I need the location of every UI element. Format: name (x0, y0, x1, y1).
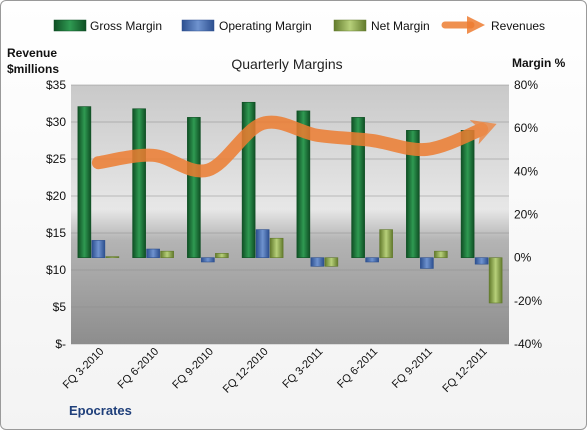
bar-operating-margin-fq-12-2010 (255, 229, 270, 258)
bar-series (77, 101, 503, 304)
left-tick-label: $20 (46, 189, 66, 203)
legend-swatch-revenues (441, 16, 485, 34)
legend-swatch-gross-margin (53, 19, 87, 32)
category-labels: FQ 3-2010 FQ 6-2010 FQ 9-2010 FQ 12-2010 FQ … (61, 346, 490, 396)
legend-swatch-operating-margin (181, 19, 215, 32)
left-tick-label: $35 (46, 78, 66, 92)
left-tick-label: $10 (46, 263, 66, 277)
right-tick-label: 60% (514, 121, 538, 135)
bar-gross-margin-fq-6-2011 (351, 117, 365, 258)
left-axis-title-line2: $millions (7, 62, 59, 76)
bar-gross-margin-fq-9-2010 (187, 117, 201, 258)
bar-net-margin-fq-9-2010 (215, 253, 229, 258)
revenue-series (91, 115, 497, 178)
bar-net-margin-fq-3-2011 (324, 257, 339, 267)
left-tick-label: $15 (46, 226, 66, 240)
category-label-fq-9-2011: FQ 9-2011 (390, 346, 435, 391)
bar-net-margin-fq-12-2010 (269, 237, 284, 258)
bar-operating-margin-fq-9-2010 (201, 257, 215, 263)
bar-operating-margin-fq-6-2011 (365, 257, 379, 263)
bar-net-margin-fq-3-2010 (105, 256, 120, 258)
bar-gross-margin-fq-6-2010 (132, 108, 146, 258)
category-label-fq-12-2011: FQ 12-2011 (440, 346, 489, 395)
legend-label-gross-margin: Gross Margin (90, 19, 162, 33)
right-tick-label: 20% (514, 208, 538, 222)
category-label-fq-12-2010: FQ 12-2010 (221, 346, 271, 396)
category-label-fq-6-2011: FQ 6-2011 (335, 346, 380, 391)
bar-operating-margin-fq-3-2010 (91, 240, 106, 258)
left-tick-label: $30 (46, 115, 66, 129)
bar-net-margin-fq-12-2011 (488, 257, 503, 304)
right-tick-label: 80% (514, 78, 538, 92)
bar-gross-margin-fq-3-2011 (296, 110, 311, 258)
bar-operating-margin-fq-3-2011 (310, 257, 325, 267)
right-axis-title: Margin % (512, 56, 566, 70)
bar-operating-margin-fq-6-2010 (146, 248, 160, 258)
left-axis-ticks: $- $5 $10 $15 $20 $25 $30 $35 (46, 78, 66, 351)
category-label-fq-3-2011: FQ 3-2011 (280, 346, 325, 391)
legend-swatch-net-margin (333, 19, 367, 32)
category-label-fq-6-2010: FQ 6-2010 (116, 346, 162, 392)
legend-label-net-margin: Net Margin (371, 19, 430, 33)
right-tick-label: -20% (514, 294, 542, 308)
bar-operating-margin-fq-12-2011 (474, 257, 489, 265)
right-tick-label: -40% (514, 337, 542, 351)
right-axis-ticks: -40% -20% 0% 20% 40% 60% 80% (514, 78, 542, 351)
left-tick-label: $5 (53, 300, 67, 314)
bar-net-margin-fq-9-2011 (434, 250, 448, 258)
bar-gross-margin-fq-3-2010 (77, 106, 92, 258)
left-tick-label: $25 (46, 152, 66, 166)
left-tick-label: $- (55, 337, 66, 351)
left-axis-title-line1: Revenue (7, 46, 57, 60)
revenue-line (91, 115, 497, 178)
company-label: Epocrates (69, 403, 132, 418)
category-label-fq-3-2010: FQ 3-2010 (61, 346, 107, 392)
legend-label-operating-margin: Operating Margin (219, 19, 312, 33)
bar-gross-margin-fq-9-2011 (406, 130, 420, 258)
bar-net-margin-fq-6-2010 (160, 250, 174, 258)
category-label-fq-9-2010: FQ 9-2010 (170, 346, 216, 392)
bar-gross-margin-fq-12-2011 (460, 130, 475, 258)
right-tick-label: 40% (514, 164, 538, 178)
legend: Gross Margin Operating Margin Net Margin… (53, 16, 545, 34)
bar-operating-margin-fq-9-2011 (420, 257, 434, 269)
legend-label-revenues: Revenues (491, 19, 545, 33)
bar-net-margin-fq-6-2011 (379, 229, 393, 258)
right-tick-label: 0% (514, 251, 532, 265)
chart-title: Quarterly Margins (231, 56, 342, 72)
